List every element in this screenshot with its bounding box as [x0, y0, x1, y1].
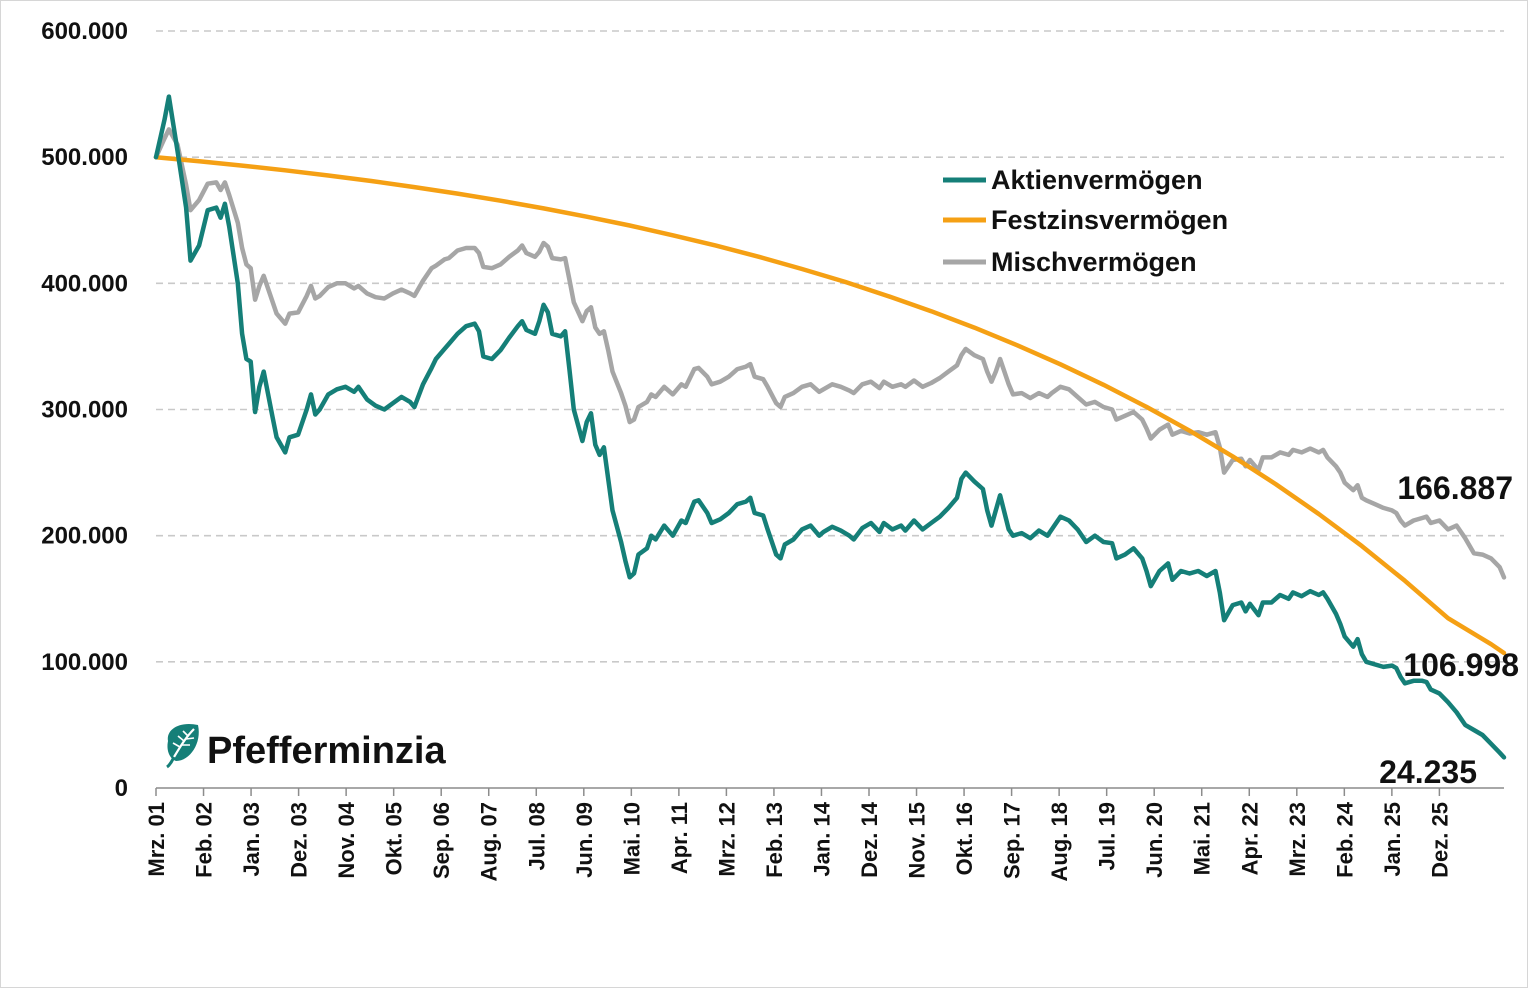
x-tick-label: Sep. 17: [1000, 802, 1025, 879]
y-tick-label: 0: [115, 775, 128, 802]
x-tick-label: Okt. 05: [382, 802, 407, 875]
x-tick-labels: Mrz. 01 Feb. 02 Jan. 03 Dez. 03 Nov. 04 Okt. …: [144, 788, 1452, 881]
y-tick-label: 200.000: [41, 523, 128, 550]
end-label-aktien: 24.235: [1379, 754, 1477, 790]
x-tick-label: Aug. 07: [477, 802, 502, 881]
end-label-misch: 166.887: [1397, 470, 1513, 506]
x-tick-label: Okt. 16: [952, 802, 977, 875]
brand-name: Pfefferminzia: [207, 730, 446, 772]
x-tick-label: Jan. 25: [1380, 802, 1405, 877]
x-tick-label: Jan. 14: [809, 801, 834, 876]
x-tick-label: Feb. 13: [762, 802, 787, 878]
gridlines: [156, 30, 1504, 663]
series-line-aktien: [153, 94, 1507, 760]
series-line-festzins: [153, 154, 1507, 656]
x-tick-label: Mai. 21: [1190, 802, 1215, 875]
y-tick-label: 400.000: [41, 270, 128, 297]
leaf-icon: [166, 723, 199, 769]
x-tick-label: Apr. 22: [1237, 802, 1262, 875]
y-tick-label: 500.000: [41, 144, 128, 171]
series-lines: [153, 94, 1507, 760]
x-tick-label: Sep. 06: [429, 802, 454, 879]
brand-logo: Pfefferminzia: [166, 723, 446, 772]
x-tick-label: Mai. 10: [619, 802, 644, 875]
end-label-festzins: 106.998: [1403, 647, 1519, 683]
x-tick-label: Mrz. 12: [714, 802, 739, 877]
x-tick-label: Mrz. 23: [1285, 802, 1310, 877]
x-tick-label: Dez. 14: [857, 801, 882, 878]
series-line-misch: [153, 127, 1507, 580]
x-tick-label: Jun. 09: [572, 802, 597, 878]
x-tick-label: Feb. 02: [192, 802, 217, 878]
x-tick-label: Feb. 24: [1332, 801, 1357, 878]
x-tick-label: Mrz. 01: [144, 802, 169, 877]
x-tick-label: Jul. 19: [1095, 802, 1120, 870]
x-tick-label: Nov. 15: [905, 802, 930, 879]
x-tick-label: Aug. 18: [1047, 802, 1072, 881]
x-tick-label: Apr. 11: [667, 802, 692, 874]
legend-label-misch: Mischvermögen: [991, 247, 1197, 277]
x-tick-label: Jul. 08: [524, 802, 549, 870]
legend: Aktienvermögen Festzinsvermögen Mischver…: [943, 165, 1228, 277]
y-tick-label: 300.000: [41, 397, 128, 424]
x-tick-label: Nov. 04: [334, 801, 359, 878]
y-tick-label: 600.000: [41, 18, 128, 45]
x-tick-label: Dez. 25: [1427, 802, 1452, 878]
x-tick-label: Dez. 03: [287, 802, 312, 878]
y-tick-label: 100.000: [41, 649, 128, 676]
x-tick-label: Jun. 20: [1142, 802, 1167, 878]
y-axis: 0 100.000 200.000 300.000 400.000 500.000 600.…: [41, 18, 128, 802]
legend-label-festzins: Festzinsvermögen: [991, 205, 1228, 235]
legend-label-aktien: Aktienvermögen: [991, 165, 1203, 195]
x-tick-label: Jan. 03: [239, 802, 264, 877]
